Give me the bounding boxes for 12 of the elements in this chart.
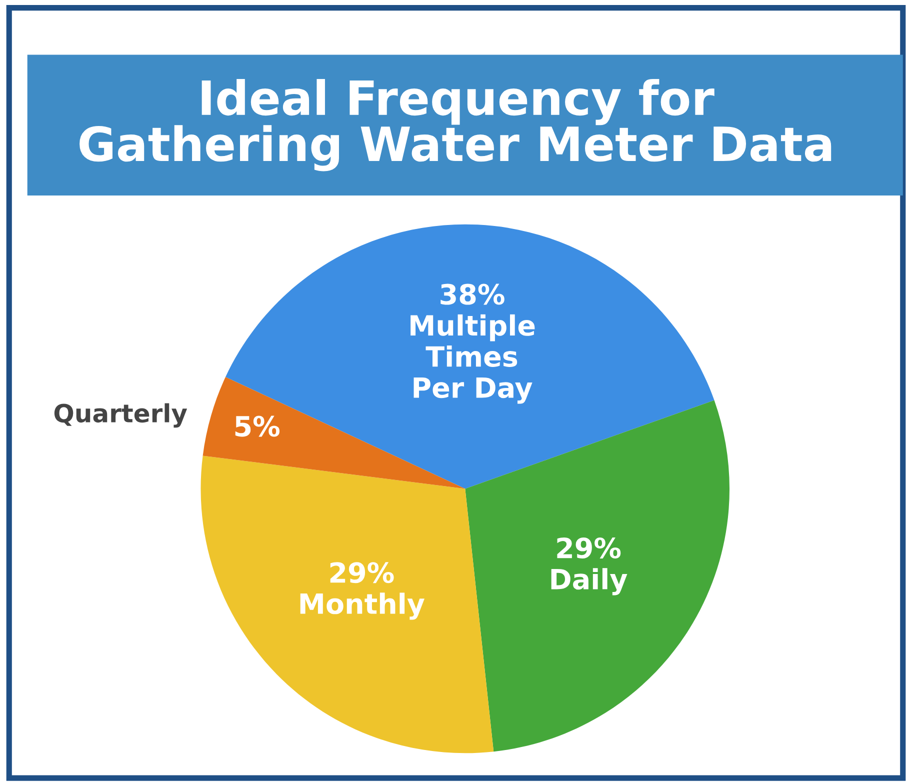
slice-label: Multiple Times Per Day xyxy=(410,314,535,404)
pie-slice xyxy=(226,224,714,489)
data-label: 5% xyxy=(235,416,280,437)
data-label: 29% xyxy=(557,537,621,558)
pie-slice xyxy=(200,456,494,754)
slice-label: Quarterly xyxy=(54,403,188,428)
slice-label: Daily xyxy=(551,568,628,596)
slice-label: Monthly xyxy=(300,592,424,620)
chart-title: Ideal Frequency for Gathering Water Meter Data xyxy=(80,79,832,172)
pie-slice xyxy=(202,377,466,489)
data-label: 38% xyxy=(440,284,504,305)
data-label: 29% xyxy=(330,562,394,584)
